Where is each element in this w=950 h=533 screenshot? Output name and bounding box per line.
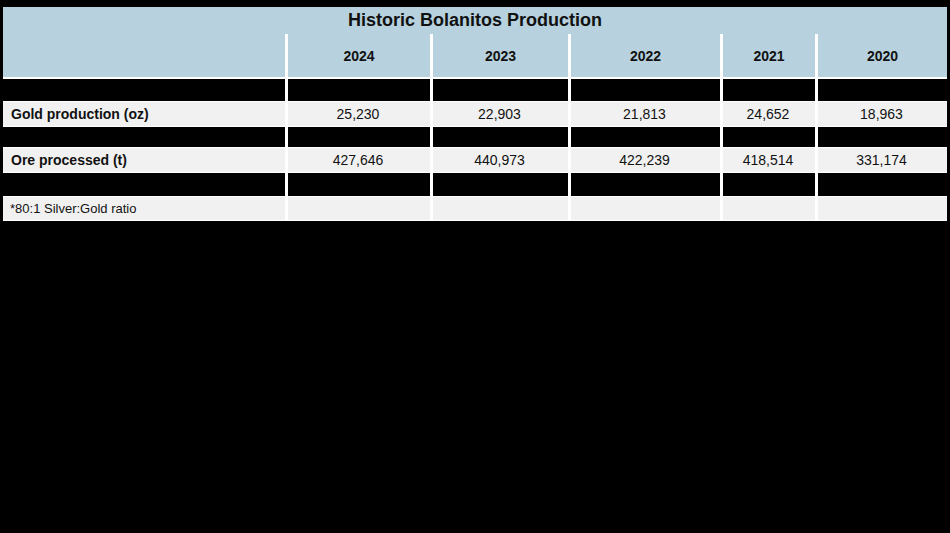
hidden-cell bbox=[433, 173, 568, 196]
table-row-gold-production: Gold production (oz) 25,230 22,903 21,81… bbox=[3, 102, 947, 127]
hidden-cell bbox=[3, 79, 285, 101]
cell-value: 440,973 bbox=[433, 148, 568, 172]
cell-value: 22,903 bbox=[433, 102, 568, 126]
hidden-cell bbox=[571, 173, 720, 196]
hidden-cell bbox=[571, 127, 720, 147]
hidden-cell bbox=[433, 127, 568, 147]
hidden-cell bbox=[288, 127, 430, 147]
year-header-2020: 2020 bbox=[818, 34, 947, 77]
footnote-row: *80:1 Silver:Gold ratio bbox=[3, 197, 947, 221]
hidden-cell bbox=[433, 79, 568, 101]
hidden-cell bbox=[288, 79, 430, 101]
cell-value: 427,646 bbox=[288, 148, 430, 172]
hidden-row bbox=[3, 79, 947, 102]
year-header-spacer bbox=[3, 34, 285, 77]
footnote-empty-cell bbox=[818, 197, 947, 220]
hidden-cell bbox=[818, 173, 947, 196]
hidden-cell bbox=[288, 173, 430, 196]
hidden-row bbox=[3, 173, 947, 197]
hidden-cell bbox=[723, 79, 815, 101]
year-header-2022: 2022 bbox=[571, 34, 720, 77]
footnote-text: *80:1 Silver:Gold ratio bbox=[3, 197, 285, 220]
cell-value: 331,174 bbox=[818, 148, 947, 172]
year-header-2024: 2024 bbox=[288, 34, 430, 77]
row-label: Gold production (oz) bbox=[3, 102, 285, 126]
footnote-empty-cell bbox=[433, 197, 568, 220]
cell-value: 25,230 bbox=[288, 102, 430, 126]
hidden-cell bbox=[723, 173, 815, 196]
hidden-cell bbox=[3, 173, 285, 196]
production-table: Historic Bolanitos Production 2024 2023 … bbox=[3, 7, 947, 221]
hidden-row bbox=[3, 127, 947, 148]
hidden-cell bbox=[3, 127, 285, 147]
cell-value: 422,239 bbox=[571, 148, 720, 172]
year-header-2023: 2023 bbox=[433, 34, 568, 77]
hidden-cell bbox=[723, 127, 815, 147]
cell-value: 21,813 bbox=[571, 102, 720, 126]
cell-value: 418,514 bbox=[723, 148, 815, 172]
table-row-ore-processed: Ore processed (t) 427,646 440,973 422,23… bbox=[3, 148, 947, 173]
row-label: Ore processed (t) bbox=[3, 148, 285, 172]
year-header-2021: 2021 bbox=[723, 34, 815, 77]
footnote-empty-cell bbox=[288, 197, 430, 220]
year-header-row: 2024 2023 2022 2021 2020 bbox=[3, 34, 947, 79]
hidden-cell bbox=[571, 79, 720, 101]
page-background: { "chart_data": { "type": "table", "titl… bbox=[0, 0, 950, 533]
hidden-cell bbox=[818, 79, 947, 101]
table-title: Historic Bolanitos Production bbox=[3, 7, 947, 34]
cell-value: 24,652 bbox=[723, 102, 815, 126]
footnote-empty-cell bbox=[571, 197, 720, 220]
hidden-cell bbox=[818, 127, 947, 147]
footnote-empty-cell bbox=[723, 197, 815, 220]
cell-value: 18,963 bbox=[818, 102, 947, 126]
